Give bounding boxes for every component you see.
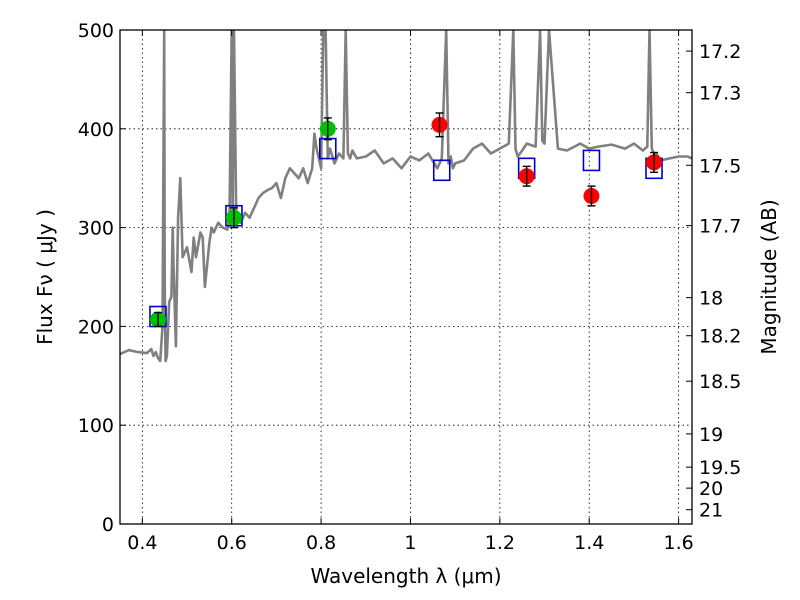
right-tick-label: 21 xyxy=(699,500,723,522)
right-tick-label: 17.3 xyxy=(699,83,741,105)
model-square-marker xyxy=(432,159,451,182)
x-axis-label: Wavelength λ (μm) xyxy=(310,564,501,588)
right-tick-label: 19 xyxy=(699,424,723,446)
axis-ticks: 0.4 0.6 0.8 1 1.2 1.4 1.6 0 100 200 300 400 500 17.2 1… xyxy=(78,20,742,554)
x-tick-label: 1.2 xyxy=(485,532,515,554)
plot-frame xyxy=(119,29,693,525)
y-tick-label: 500 xyxy=(78,20,114,42)
spectrum-line xyxy=(120,30,692,363)
x-tick-label: 1.4 xyxy=(574,532,604,554)
x-tick-label: 1.6 xyxy=(663,532,693,554)
model-square-marker xyxy=(582,149,601,172)
x-tick-label: 1 xyxy=(404,532,416,554)
right-tick-label: 17.7 xyxy=(699,216,741,238)
y-tick-label: 400 xyxy=(78,119,114,141)
x-tick-label: 0.4 xyxy=(127,532,157,554)
right-tick-label: 18.5 xyxy=(699,371,741,393)
right-tick-label: 18 xyxy=(699,288,723,310)
x-tick-label: 0.8 xyxy=(306,532,336,554)
x-tick-label: 0.6 xyxy=(217,532,247,554)
plot-series xyxy=(120,30,692,363)
right-axis-label: Magnitude (AB) xyxy=(757,199,781,354)
right-tick-label: 19.5 xyxy=(699,457,741,479)
y-tick-label: 0 xyxy=(102,514,114,536)
right-tick-label: 17.5 xyxy=(699,155,741,177)
right-tick-label: 20 xyxy=(699,478,723,500)
y-axis-label: Flux Fν ( μJy ) xyxy=(33,209,57,345)
y-tick-label: 200 xyxy=(78,316,114,338)
right-tick-label: 18.2 xyxy=(699,326,741,348)
right-tick-label: 17.2 xyxy=(699,41,741,63)
y-tick-label: 300 xyxy=(78,218,114,240)
y-tick-label: 100 xyxy=(78,415,114,437)
